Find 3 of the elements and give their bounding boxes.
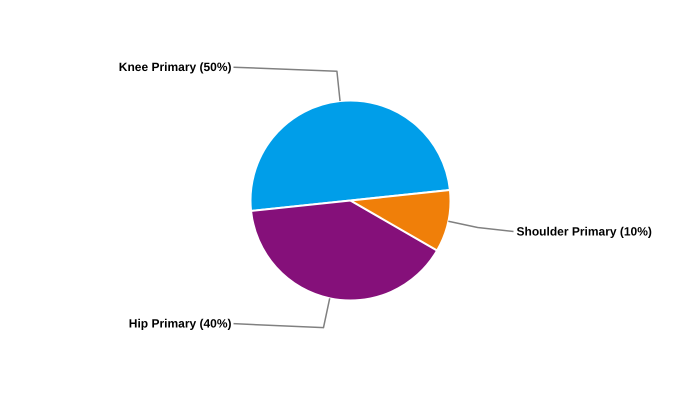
slice-label: Shoulder Primary (10%)	[516, 224, 652, 239]
slice-label: Knee Primary (50%)	[118, 60, 232, 74]
slice-label: Hip Primary (40%)	[128, 316, 232, 331]
